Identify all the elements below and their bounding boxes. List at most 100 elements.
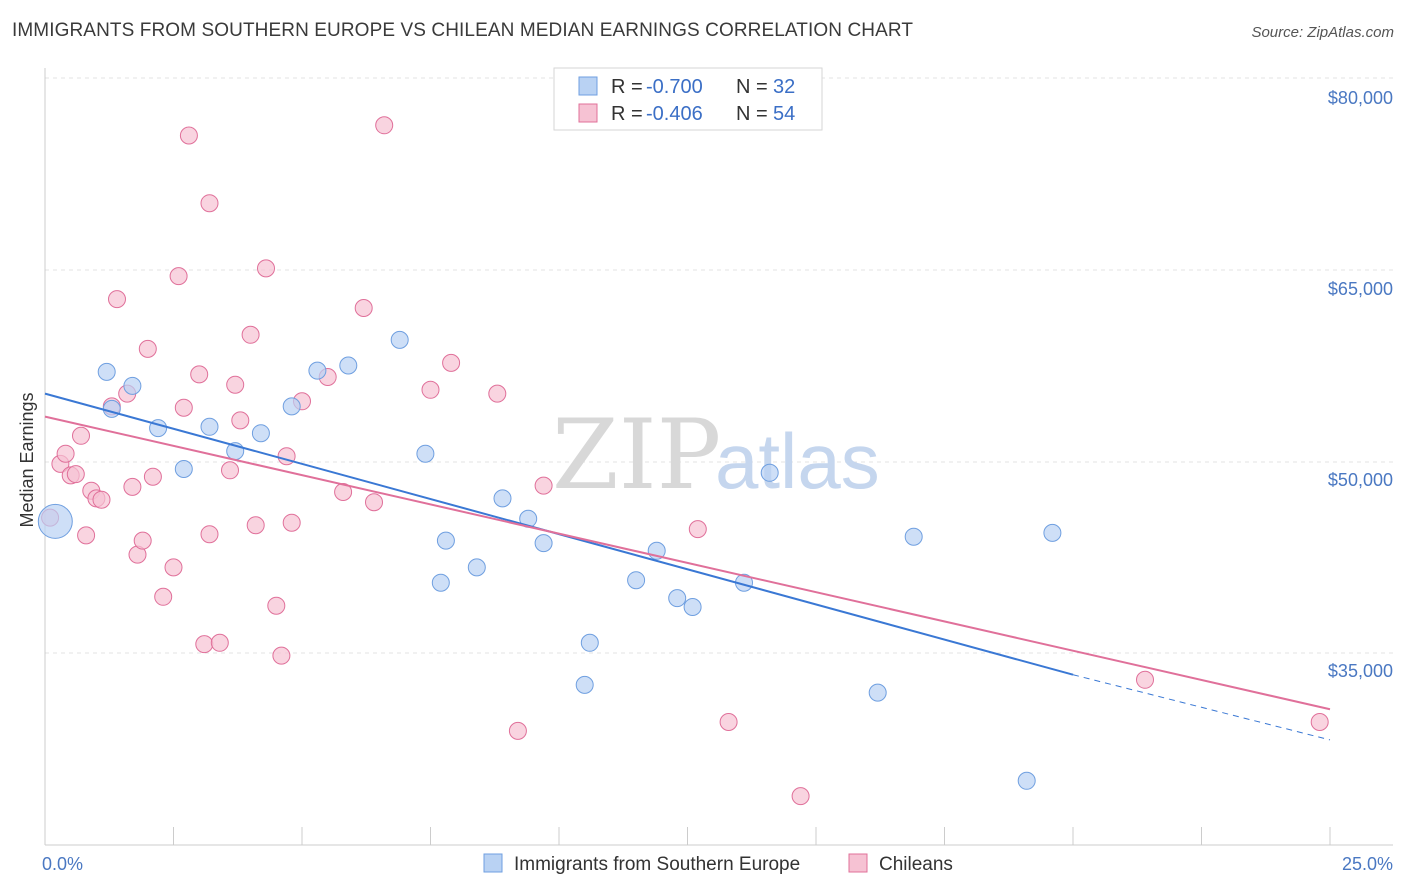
point-chileans: [442, 353, 461, 372]
point-chileans: [272, 646, 291, 665]
series-legend: Immigrants from Southern Europe Chileans: [483, 853, 953, 875]
legend-swatch-blue: [578, 76, 598, 96]
point-chileans: [226, 375, 245, 394]
point-chileans: [56, 444, 75, 463]
point-chileans: [179, 126, 198, 145]
point-southern-europe: [390, 330, 409, 349]
trend-line-chileans: [44, 415, 1331, 711]
point-chileans: [200, 194, 219, 213]
point-chileans: [210, 633, 229, 652]
point-southern-europe: [416, 444, 435, 463]
legend-n-value-1: 32: [773, 76, 795, 98]
point-chileans: [719, 713, 738, 731]
point-southern-europe: [868, 683, 887, 702]
point-chileans: [488, 384, 507, 403]
point-chileans: [282, 513, 301, 532]
point-chileans: [365, 493, 383, 512]
point-chileans: [534, 476, 553, 495]
point-chileans: [221, 461, 239, 480]
point-chileans: [267, 596, 286, 615]
point-southern-europe: [627, 571, 646, 590]
point-chileans: [246, 516, 265, 535]
correlation-legend: R = -0.700 N = 32 R = -0.406 N = 54: [553, 67, 823, 131]
legend-n-label-1: N =: [736, 76, 768, 98]
point-chileans: [133, 531, 152, 550]
point-chileans: [200, 525, 219, 544]
point-chileans: [1136, 670, 1154, 689]
point-southern-europe: [339, 356, 358, 375]
point-chileans: [72, 426, 90, 445]
point-southern-europe: [174, 460, 193, 478]
trend-line-southern-europe-extension: [1072, 674, 1331, 741]
point-southern-europe: [251, 424, 270, 443]
point-southern-europe: [282, 397, 301, 416]
data-points: [37, 116, 1329, 806]
point-southern-europe: [123, 376, 142, 395]
point-chileans: [77, 526, 96, 545]
point-chileans: [190, 365, 209, 384]
y-tick-labels: $35,000 $50,000 $65,000 $80,000: [1328, 88, 1393, 681]
point-chileans: [169, 267, 188, 286]
point-southern-europe: [431, 573, 450, 592]
point-chileans: [375, 116, 394, 135]
point-chileans: [174, 398, 193, 417]
point-southern-europe: [575, 675, 594, 694]
y-tick-label: $50,000: [1328, 470, 1393, 490]
x-axis-ticks: [44, 827, 1331, 845]
point-chileans: [164, 558, 183, 577]
watermark-zip: ZIP: [552, 399, 721, 511]
point-chileans: [421, 380, 440, 399]
legend-r-value-1: -0.700: [646, 76, 703, 98]
point-southern-europe: [308, 361, 327, 380]
y-tick-label: $35,000: [1328, 661, 1393, 681]
point-chileans: [231, 411, 250, 430]
grid-lines: [45, 77, 1393, 654]
point-southern-europe: [904, 527, 923, 546]
point-chileans: [92, 490, 111, 509]
point-southern-europe: [97, 362, 116, 381]
chart-source: Source: ZipAtlas.com: [1251, 24, 1394, 41]
point-chileans: [257, 259, 275, 278]
point-southern-europe: [436, 531, 455, 550]
point-southern-europe: [1043, 523, 1062, 542]
chart-title: IMMIGRANTS FROM SOUTHERN EUROPE VS CHILE…: [12, 20, 914, 41]
x-tick-label-min: 0.0%: [42, 854, 83, 874]
point-chileans: [123, 477, 142, 496]
watermark-atlas: atlas: [715, 417, 880, 505]
legend-r-label-1: R =: [611, 76, 643, 98]
point-southern-europe: [580, 633, 599, 652]
point-southern-europe: [668, 589, 687, 608]
point-chileans: [138, 339, 157, 358]
legend-r-label-2: R =: [611, 103, 643, 125]
point-chileans: [1310, 713, 1329, 731]
y-axis-label: Median Earnings: [17, 392, 37, 527]
point-chileans: [108, 290, 126, 309]
trend-lines: [44, 392, 1331, 741]
legend-n-value-2: 54: [773, 103, 795, 125]
bottom-legend-swatch-pink: [848, 853, 868, 873]
point-southern-europe: [760, 463, 779, 482]
point-southern-europe: [467, 558, 486, 577]
point-southern-europe: [683, 598, 702, 616]
point-chileans: [154, 587, 173, 606]
point-southern-europe: [1017, 771, 1036, 790]
y-tick-label: $65,000: [1328, 279, 1393, 299]
point-chileans: [354, 299, 373, 317]
legend-n-label-2: N =: [736, 103, 768, 125]
legend-r-value-2: -0.406: [646, 103, 703, 125]
point-southern-europe: [534, 534, 553, 553]
point-southern-europe: [200, 417, 219, 436]
point-chileans: [241, 325, 260, 344]
point-chileans: [143, 467, 162, 486]
point-chileans: [688, 520, 707, 539]
point-chileans: [508, 721, 527, 740]
bottom-legend-label-2: Chileans: [879, 854, 953, 875]
point-southern-europe: [37, 503, 73, 539]
x-tick-label-max: 25.0%: [1342, 854, 1393, 874]
point-southern-europe: [493, 489, 512, 508]
point-chileans: [791, 787, 810, 806]
point-chileans: [195, 635, 214, 654]
bottom-legend-label-1: Immigrants from Southern Europe: [514, 854, 800, 875]
bottom-legend-swatch-blue: [483, 853, 503, 873]
